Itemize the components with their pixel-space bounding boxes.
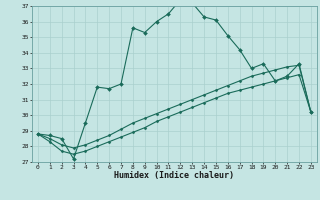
X-axis label: Humidex (Indice chaleur): Humidex (Indice chaleur) <box>115 171 234 180</box>
